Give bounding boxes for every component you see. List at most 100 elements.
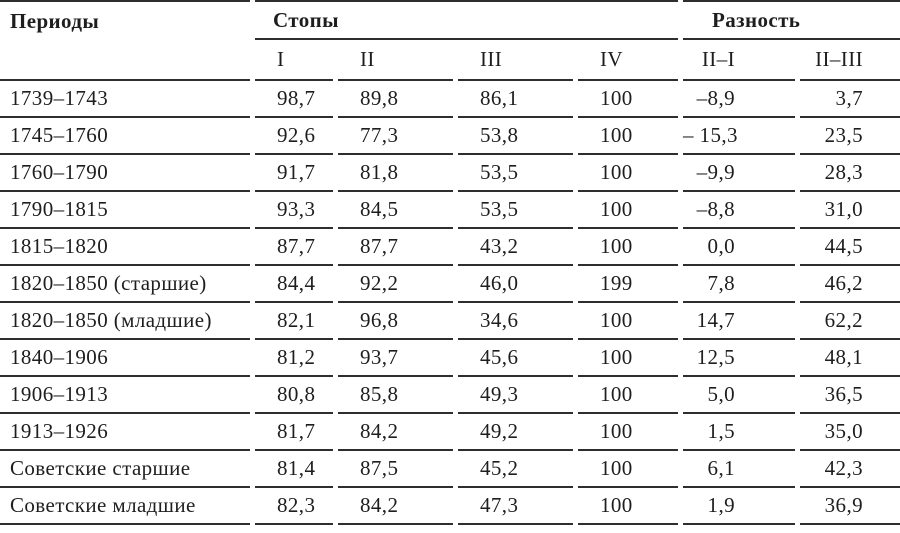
- value-cell: 85,8: [338, 377, 453, 414]
- value-cell: 100: [578, 377, 678, 414]
- value-cell: 84,2: [338, 414, 453, 451]
- value-cell: 42,3: [800, 451, 900, 488]
- value-cell: 53,5: [458, 192, 573, 229]
- value-cell: –8,8: [683, 192, 795, 229]
- column-header-IV: IV: [578, 40, 678, 81]
- value-cell: 35,0: [800, 414, 900, 451]
- table-row: Советские младшие 82,3 84,2 47,3 100 1,9…: [0, 488, 900, 525]
- value-cell: 45,6: [458, 340, 573, 377]
- value-cell: 45,2: [458, 451, 573, 488]
- value-cell: 93,3: [255, 192, 333, 229]
- value-cell: 86,1: [458, 81, 573, 118]
- value-cell: 0,0: [683, 229, 795, 266]
- value-cell: 34,6: [458, 303, 573, 340]
- group-header-row: Периоды Стопы Разность: [0, 0, 900, 81]
- value-cell: 48,1: [800, 340, 900, 377]
- value-cell: 96,8: [338, 303, 453, 340]
- value-cell: 87,5: [338, 451, 453, 488]
- table-row: 1906–1913 80,8 85,8 49,3 100 5,0 36,5: [0, 377, 900, 414]
- value-cell: 82,1: [255, 303, 333, 340]
- value-cell: –9,9: [683, 155, 795, 192]
- value-cell: 77,3: [338, 118, 453, 155]
- value-cell: 44,5: [800, 229, 900, 266]
- value-cell: 100: [578, 414, 678, 451]
- value-cell: 46,2: [800, 266, 900, 303]
- value-cell: 199: [578, 266, 678, 303]
- value-cell: –8,9: [683, 81, 795, 118]
- period-cell: Советские старшие: [0, 451, 250, 488]
- value-cell: 92,6: [255, 118, 333, 155]
- value-cell: 92,2: [338, 266, 453, 303]
- value-cell: 84,4: [255, 266, 333, 303]
- value-cell: 82,3: [255, 488, 333, 525]
- value-cell: 36,5: [800, 377, 900, 414]
- value-cell: 80,8: [255, 377, 333, 414]
- table-row: 1820–1850 (старшие) 84,4 92,2 46,0 199 7…: [0, 266, 900, 303]
- value-cell: 1,9: [683, 488, 795, 525]
- table-row: 1760–1790 91,7 81,8 53,5 100 –9,9 28,3: [0, 155, 900, 192]
- column-header-I: I: [255, 40, 333, 81]
- value-cell: 31,0: [800, 192, 900, 229]
- value-cell: 81,2: [255, 340, 333, 377]
- period-cell: 1790–1815: [0, 192, 250, 229]
- value-cell: 23,5: [800, 118, 900, 155]
- table-row: Советские старшие 81,4 87,5 45,2 100 6,1…: [0, 451, 900, 488]
- table-row: 1913–1926 81,7 84,2 49,2 100 1,5 35,0: [0, 414, 900, 451]
- column-header-II-minus-III: II–III: [800, 40, 900, 81]
- period-cell: 1906–1913: [0, 377, 250, 414]
- value-cell: 43,2: [458, 229, 573, 266]
- value-cell: 93,7: [338, 340, 453, 377]
- value-cell: 87,7: [255, 229, 333, 266]
- period-cell: 1739–1743: [0, 81, 250, 118]
- value-cell: 89,8: [338, 81, 453, 118]
- period-cell: 1745–1760: [0, 118, 250, 155]
- value-cell: 81,8: [338, 155, 453, 192]
- table-row: 1739–1743 98,7 89,8 86,1 100 –8,9 3,7: [0, 81, 900, 118]
- value-cell: 28,3: [800, 155, 900, 192]
- table-row: 1820–1850 (младшие) 82,1 96,8 34,6 100 1…: [0, 303, 900, 340]
- period-cell: 1760–1790: [0, 155, 250, 192]
- value-cell: 91,7: [255, 155, 333, 192]
- table-row: 1790–1815 93,3 84,5 53,5 100 –8,8 31,0: [0, 192, 900, 229]
- value-cell: – 15,3: [683, 118, 795, 155]
- value-cell: 81,7: [255, 414, 333, 451]
- period-cell: 1815–1820: [0, 229, 250, 266]
- column-header-row: I II III IV II–I II–III: [0, 40, 900, 81]
- period-cell: 1840–1906: [0, 340, 250, 377]
- value-cell: 62,2: [800, 303, 900, 340]
- value-cell: 100: [578, 118, 678, 155]
- value-cell: 100: [578, 303, 678, 340]
- column-header-II-minus-I: II–I: [683, 40, 795, 81]
- value-cell: 12,5: [683, 340, 795, 377]
- value-cell: 49,2: [458, 414, 573, 451]
- value-cell: 100: [578, 155, 678, 192]
- value-cell: 100: [578, 229, 678, 266]
- column-header-III: III: [458, 40, 573, 81]
- period-cell: Советские младшие: [0, 488, 250, 525]
- value-cell: 6,1: [683, 451, 795, 488]
- value-cell: 14,7: [683, 303, 795, 340]
- value-cell: 100: [578, 81, 678, 118]
- value-cell: 100: [578, 192, 678, 229]
- value-cell: 1,5: [683, 414, 795, 451]
- header-feet-group: Стопы: [255, 0, 678, 40]
- value-cell: 47,3: [458, 488, 573, 525]
- value-cell: 100: [578, 451, 678, 488]
- value-cell: 81,4: [255, 451, 333, 488]
- period-cell: 1820–1850 (младшие): [0, 303, 250, 340]
- column-header-II: II: [338, 40, 453, 81]
- value-cell: 53,8: [458, 118, 573, 155]
- table-row: 1745–1760 92,6 77,3 53,8 100 – 15,3 23,5: [0, 118, 900, 155]
- period-cell: 1820–1850 (старшие): [0, 266, 250, 303]
- table-row: 1840–1906 81,2 93,7 45,6 100 12,5 48,1: [0, 340, 900, 377]
- value-cell: 87,7: [338, 229, 453, 266]
- header-periods: Периоды: [0, 0, 250, 81]
- value-cell: 100: [578, 488, 678, 525]
- header-difference-group: Разность: [683, 0, 900, 40]
- value-cell: 53,5: [458, 155, 573, 192]
- table-row: 1815–1820 87,7 87,7 43,2 100 0,0 44,5: [0, 229, 900, 266]
- period-cell: 1913–1926: [0, 414, 250, 451]
- value-cell: 46,0: [458, 266, 573, 303]
- value-cell: 5,0: [683, 377, 795, 414]
